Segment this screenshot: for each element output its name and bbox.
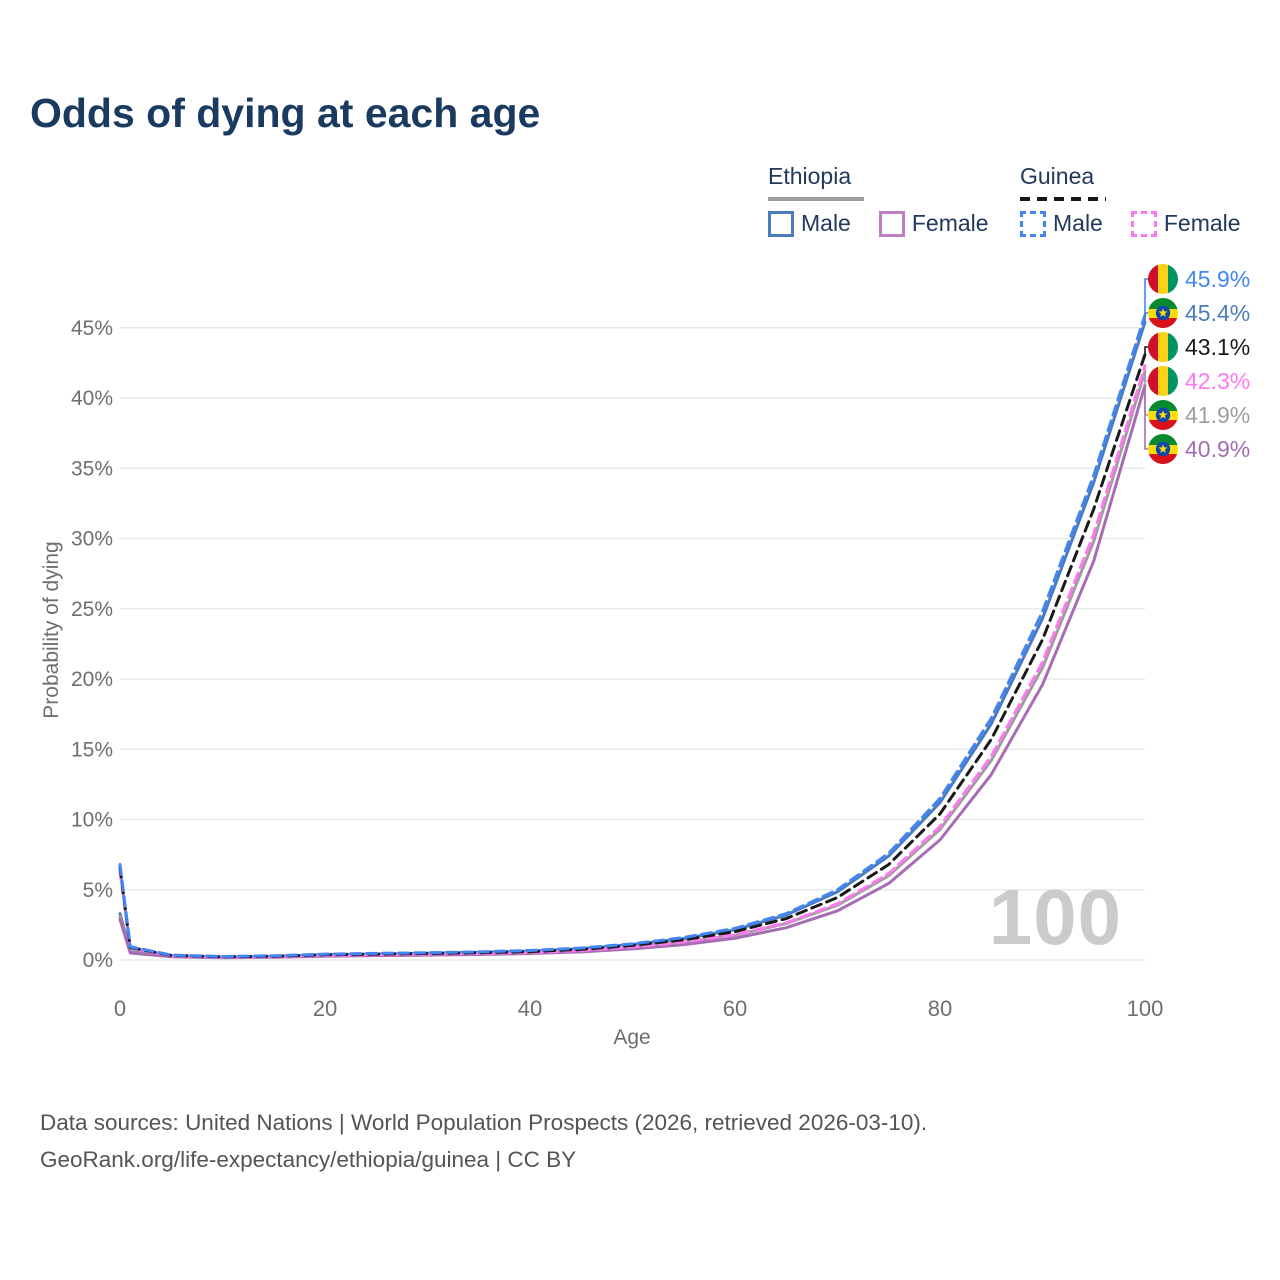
y-tick-label: 35% — [71, 457, 113, 480]
footer: Data sources: United Nations | World Pop… — [40, 1104, 1220, 1178]
end-label-ethiopia-male: 45.4% — [1148, 298, 1250, 328]
legend-group-ethiopia: Ethiopia Male Female — [768, 163, 989, 237]
footer-source-line: Data sources: United Nations | World Pop… — [40, 1110, 928, 1135]
y-tick-label: 0% — [83, 949, 113, 972]
y-tick-label: 20% — [71, 668, 113, 691]
legend-label-guinea-female: Female — [1163, 210, 1241, 236]
y-tick-label: 30% — [71, 528, 113, 551]
legend-heading-guinea: Guinea — [1020, 163, 1095, 189]
guinea-male-swatch-icon — [1020, 210, 1046, 237]
age-counter-watermark: 100 — [988, 873, 1122, 961]
y-tick-label: 40% — [71, 387, 113, 410]
series-line-guinea-male — [118, 313, 1147, 958]
ethiopia-flag-icon — [1148, 400, 1178, 430]
x-tick-label: 60 — [723, 996, 747, 1021]
end-label-guinea-female: 42.3% — [1148, 366, 1250, 396]
ethiopia-flag-icon — [1148, 298, 1178, 328]
end-label-ethiopia-female: 40.9% — [1148, 434, 1250, 464]
y-axis-title: Probability of dying — [40, 541, 63, 719]
ethiopia-line-sample — [768, 197, 864, 201]
end-label-ethiopia-both: 41.9% — [1148, 400, 1250, 430]
x-axis-title: Age — [613, 1026, 651, 1049]
ethiopia-female-swatch-icon — [878, 210, 905, 237]
y-tick-label: 45% — [71, 317, 113, 340]
series-line-guinea-both — [118, 352, 1147, 959]
legend-item-guinea-male: Male — [1020, 210, 1103, 237]
legend-label-ethiopia-male: Male — [801, 210, 851, 236]
end-label-value: 42.3% — [1185, 367, 1251, 394]
end-label-guinea-male: 45.9% — [1148, 264, 1250, 294]
guinea-female-swatch-icon — [1130, 210, 1157, 237]
ethiopia-male-swatch-icon — [768, 210, 794, 237]
legend-item-guinea-female: Female — [1130, 210, 1241, 237]
x-tick-label: 20 — [313, 996, 337, 1021]
end-label-guinea-both: 43.1% — [1148, 332, 1250, 362]
series-line-ethiopia-male — [118, 320, 1147, 959]
guinea-flag-icon — [1148, 366, 1178, 396]
end-label-value: 45.9% — [1185, 265, 1251, 292]
series-line-ethiopia-both — [118, 369, 1147, 959]
x-tick-label: 40 — [518, 996, 542, 1021]
guinea-line-sample — [1020, 197, 1106, 201]
guinea-flag-icon — [1148, 264, 1178, 294]
x-tick-label: 80 — [928, 996, 952, 1021]
y-tick-label: 25% — [71, 598, 113, 621]
legend-item-ethiopia-male: Male — [768, 210, 851, 237]
legend-label-ethiopia-female: Female — [911, 210, 989, 236]
x-tick-label: 0 — [114, 996, 126, 1021]
end-label-value: 43.1% — [1185, 333, 1251, 360]
y-tick-label: 15% — [71, 738, 113, 761]
guinea-flag-icon — [1148, 332, 1178, 362]
footer-url-line: GeoRank.org/life-expectancy/ethiopia/gui… — [40, 1147, 577, 1172]
series-line-guinea-female — [118, 364, 1147, 959]
end-label-value: 40.9% — [1185, 435, 1251, 462]
legend-item-ethiopia-female: Female — [878, 210, 989, 237]
legend-group-guinea: Guinea Male Female — [1020, 163, 1241, 237]
end-label-value: 41.9% — [1185, 401, 1251, 428]
page-title: Odds of dying at each age — [30, 90, 541, 136]
x-tick-label: 100 — [1127, 996, 1164, 1021]
legend-heading-ethiopia: Ethiopia — [768, 163, 852, 189]
ethiopia-flag-icon — [1148, 434, 1178, 464]
y-tick-label: 5% — [83, 879, 113, 902]
legend-label-guinea-male: Male — [1053, 210, 1103, 236]
end-label-value: 45.4% — [1185, 299, 1251, 326]
y-tick-label: 10% — [71, 809, 113, 832]
